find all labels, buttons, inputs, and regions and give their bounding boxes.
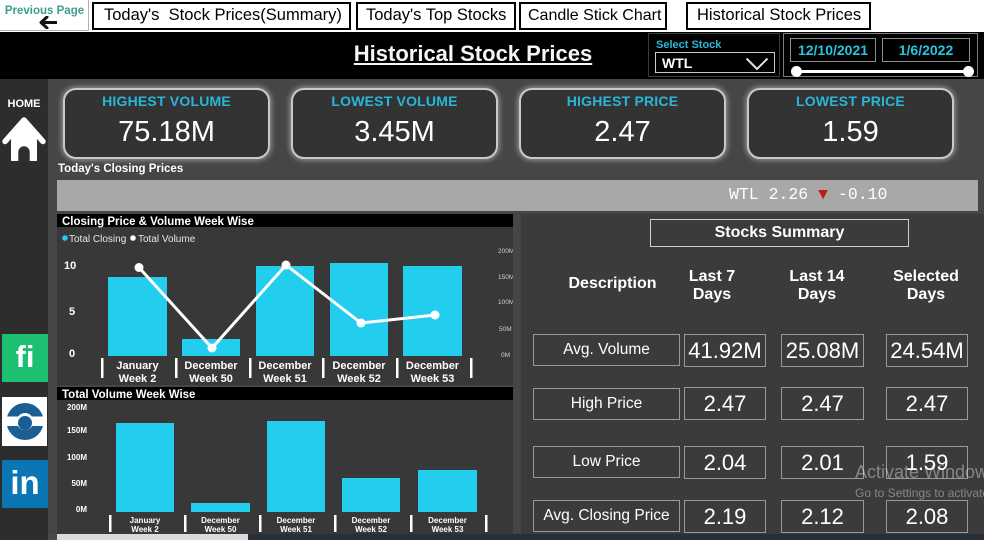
svg-text:10: 10: [64, 260, 76, 272]
svg-text:100M: 100M: [498, 299, 513, 306]
svg-text:December: December: [201, 516, 240, 525]
svg-text:5: 5: [69, 306, 75, 318]
svg-text:150M: 150M: [498, 274, 513, 281]
svg-text:0M: 0M: [76, 505, 87, 514]
svg-text:Week 52: Week 52: [355, 525, 387, 534]
svg-text:December: December: [332, 360, 386, 372]
svg-text:December: December: [277, 516, 316, 525]
svg-text:December: December: [428, 516, 467, 525]
svg-text:Total Volume Week Wise: Total Volume Week Wise: [62, 389, 195, 401]
svg-text:200M: 200M: [498, 248, 513, 255]
svg-text:Week 53: Week 53: [411, 373, 455, 385]
svg-text:December: December: [184, 360, 238, 372]
svg-text:January: January: [130, 516, 161, 525]
svg-text:0: 0: [69, 348, 75, 360]
svg-text:December: December: [406, 360, 460, 372]
svg-text:Week 2: Week 2: [119, 373, 157, 385]
svg-text:Closing Price & Volume Week Wi: Closing Price & Volume Week Wise: [62, 216, 254, 228]
svg-text:Week 50: Week 50: [205, 525, 237, 534]
svg-text:100M: 100M: [67, 453, 87, 462]
svg-text:December: December: [352, 516, 391, 525]
svg-text:Week 51: Week 51: [263, 373, 307, 385]
svg-text:150M: 150M: [67, 426, 87, 435]
svg-text:Week 53: Week 53: [432, 525, 464, 534]
svg-text:Total Closing: Total Closing: [69, 234, 126, 245]
svg-text:50M: 50M: [71, 479, 87, 488]
svg-text:Week 50: Week 50: [189, 373, 233, 385]
svg-text:200M: 200M: [67, 403, 87, 412]
svg-text:Week 52: Week 52: [337, 373, 381, 385]
svg-text:Week 51: Week 51: [280, 525, 312, 534]
svg-text:0M: 0M: [501, 352, 510, 359]
svg-text:December: December: [258, 360, 312, 372]
svg-text:50M: 50M: [499, 326, 512, 333]
svg-text:January: January: [116, 360, 159, 372]
svg-text:Week 2: Week 2: [131, 525, 159, 534]
svg-text:Total Volume: Total Volume: [138, 234, 196, 245]
